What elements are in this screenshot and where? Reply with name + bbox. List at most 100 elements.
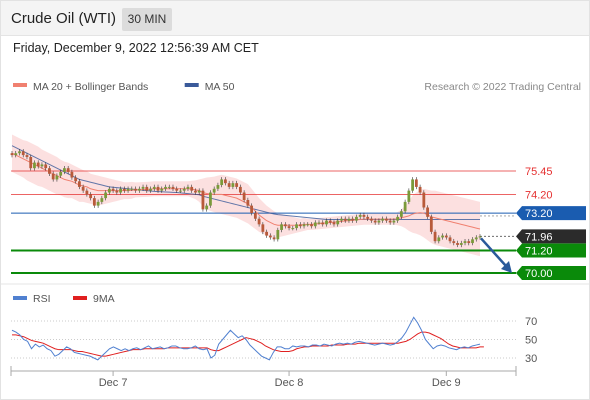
candle-body: [156, 186, 160, 191]
candle-body: [115, 190, 119, 193]
candle-body: [92, 198, 96, 206]
candle-body: [452, 241, 456, 244]
candle-body: [444, 235, 448, 238]
chart-timestamp: Friday, December 9, 2022 12:56:39 AM CET: [13, 41, 259, 55]
candle-body: [40, 164, 44, 167]
candle-body: [21, 151, 25, 156]
candle-body: [10, 153, 14, 156]
pivot-label: 73.20: [525, 208, 553, 220]
legend-swatch-0: [13, 83, 27, 87]
candle-body: [268, 235, 272, 238]
rsi-legend-swatch-0: [13, 296, 27, 300]
candle-body: [242, 192, 246, 201]
rsi-legend-label-1: 9MA: [93, 293, 115, 305]
candle-body: [224, 179, 227, 184]
candle-body: [130, 188, 134, 190]
candle-body: [388, 220, 392, 223]
resistance-label-74.20: 74.20: [525, 189, 553, 201]
last-price-label: 71.96: [525, 231, 553, 243]
candle-body: [456, 243, 459, 245]
candle-body: [164, 186, 167, 189]
candle-body: [96, 201, 100, 206]
candle-body: [107, 188, 111, 193]
candle-body: [426, 207, 429, 217]
candle-body: [253, 213, 257, 219]
candle-body: [358, 214, 362, 217]
candle-body: [355, 216, 358, 221]
candle-body: [122, 188, 126, 191]
instrument-title: Crude Oil (WTI): [11, 10, 116, 27]
pivot-tag: [516, 206, 586, 221]
candle-body: [403, 201, 407, 212]
candle-body: [48, 168, 51, 174]
candle-body: [59, 171, 63, 176]
candle-body: [235, 183, 239, 187]
candle-body: [261, 224, 265, 232]
candle-body: [89, 194, 93, 199]
candle-body: [283, 224, 287, 227]
candle-body: [306, 224, 310, 226]
candle-body: [216, 185, 220, 189]
timeframe-badge[interactable]: 30 MIN: [122, 8, 172, 31]
rsi-tick-70: 70: [525, 316, 537, 328]
candle-body: [119, 188, 122, 193]
candle-body: [55, 175, 59, 180]
candle-body: [18, 151, 21, 154]
candle-body: [145, 186, 149, 191]
candle-body: [399, 211, 403, 217]
candle-body: [362, 214, 366, 217]
candle-body: [336, 220, 340, 225]
candle-body: [111, 188, 115, 191]
candle-body: [396, 216, 400, 221]
candle-body: [194, 190, 197, 193]
candle-body: [197, 190, 201, 193]
forecast-arrow-head: [501, 261, 512, 273]
candle-body: [448, 237, 452, 242]
support-label-70.00: 70.00: [525, 268, 553, 280]
candle-body: [104, 192, 107, 199]
candle-body: [276, 229, 280, 240]
candle-body: [287, 226, 291, 229]
legend-label-0: MA 20 + Bollinger Bands: [33, 81, 148, 93]
rsi-line: [11, 316, 481, 361]
candle-body: [414, 179, 418, 187]
candle-body: [160, 188, 164, 191]
candle-body: [66, 168, 70, 172]
candle-body: [77, 181, 81, 187]
support-tag-71.20: [516, 243, 586, 258]
candle-body: [33, 162, 36, 169]
forecast-arrow-shaft: [480, 237, 507, 267]
candle-body: [81, 186, 85, 191]
candle-body: [257, 218, 261, 225]
candle-body: [377, 220, 381, 223]
candle-body: [137, 188, 141, 191]
candle-body: [134, 188, 137, 191]
candle-body: [347, 218, 351, 221]
candle-body: [51, 173, 55, 180]
candle-body: [182, 188, 186, 191]
candle-body: [302, 224, 306, 227]
support-tag-70.00: [516, 266, 586, 280]
candle-body: [474, 237, 478, 240]
candle-body: [463, 241, 467, 244]
candle-body: [212, 188, 216, 193]
candle-body: [317, 222, 321, 224]
candle-body: [295, 224, 298, 229]
candle-body: [167, 186, 171, 188]
candle-body: [385, 218, 388, 221]
rsi-ma9-line: [12, 331, 484, 357]
credit-text: Research © 2022 Trading Central: [424, 81, 581, 93]
candle-body: [298, 224, 302, 227]
candle-body: [422, 192, 426, 208]
candle-body: [429, 216, 433, 232]
candle-body: [373, 220, 377, 223]
candle-body: [220, 179, 224, 186]
candle-body: [411, 179, 415, 191]
candle-body: [265, 231, 268, 236]
candle-body: [381, 218, 385, 221]
support-label-71.20: 71.20: [525, 246, 553, 258]
candle-body: [74, 177, 78, 182]
candles: [10, 149, 482, 248]
candle-body: [459, 243, 463, 245]
candle-body: [280, 224, 283, 230]
